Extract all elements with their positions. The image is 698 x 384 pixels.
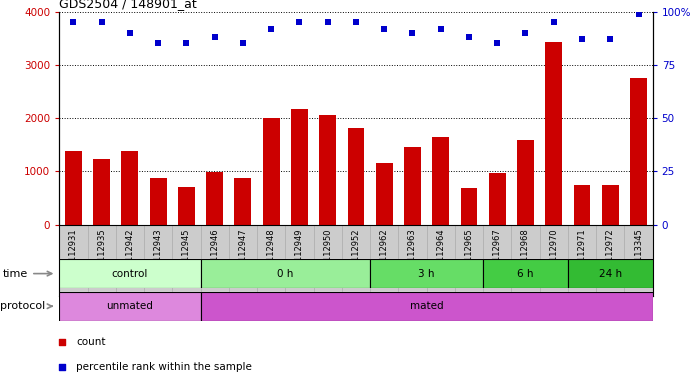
Text: GSM112950: GSM112950 bbox=[323, 228, 332, 279]
Bar bbox=[94, 159, 110, 225]
Text: GSM112931: GSM112931 bbox=[69, 228, 78, 279]
Point bbox=[153, 40, 164, 46]
Point bbox=[604, 36, 616, 42]
Text: GSM112942: GSM112942 bbox=[126, 228, 135, 279]
Point bbox=[322, 19, 334, 25]
Text: control: control bbox=[112, 268, 148, 279]
Bar bbox=[65, 151, 82, 225]
Bar bbox=[574, 185, 591, 225]
Point bbox=[435, 25, 446, 31]
Text: GDS2504 / 148901_at: GDS2504 / 148901_at bbox=[59, 0, 197, 10]
Bar bbox=[348, 127, 364, 225]
Text: GSM112948: GSM112948 bbox=[267, 228, 276, 279]
Bar bbox=[121, 151, 138, 225]
Point bbox=[378, 25, 389, 31]
Text: count: count bbox=[76, 337, 105, 347]
Bar bbox=[545, 42, 562, 225]
Point bbox=[209, 34, 221, 40]
Bar bbox=[370, 259, 483, 288]
Point bbox=[181, 40, 192, 46]
Point bbox=[520, 30, 531, 36]
Bar bbox=[200, 259, 370, 288]
Text: GSM112963: GSM112963 bbox=[408, 228, 417, 279]
Point bbox=[463, 34, 475, 40]
Bar bbox=[517, 141, 534, 225]
Point bbox=[633, 11, 644, 17]
Point bbox=[124, 30, 135, 36]
Text: GSM112943: GSM112943 bbox=[154, 228, 163, 279]
Text: 6 h: 6 h bbox=[517, 268, 534, 279]
Bar bbox=[432, 137, 450, 225]
Text: GSM112967: GSM112967 bbox=[493, 228, 502, 279]
Bar bbox=[200, 292, 653, 321]
Text: mated: mated bbox=[410, 301, 443, 311]
Text: GSM112971: GSM112971 bbox=[577, 228, 586, 279]
Text: protocol: protocol bbox=[0, 301, 52, 311]
Point bbox=[407, 30, 418, 36]
Point bbox=[350, 19, 362, 25]
Text: GSM112970: GSM112970 bbox=[549, 228, 558, 279]
Text: GSM112968: GSM112968 bbox=[521, 228, 530, 279]
Point bbox=[266, 25, 277, 31]
Point bbox=[548, 19, 559, 25]
Bar bbox=[59, 259, 200, 288]
Text: GSM112962: GSM112962 bbox=[380, 228, 389, 279]
Text: 0 h: 0 h bbox=[277, 268, 294, 279]
Bar bbox=[630, 78, 647, 225]
Text: GSM112952: GSM112952 bbox=[352, 228, 360, 279]
Text: percentile rank within the sample: percentile rank within the sample bbox=[76, 362, 252, 372]
Point bbox=[294, 19, 305, 25]
Bar bbox=[59, 292, 200, 321]
Text: GSM112935: GSM112935 bbox=[97, 228, 106, 279]
Point bbox=[378, 266, 389, 273]
Text: GSM112972: GSM112972 bbox=[606, 228, 615, 279]
Bar bbox=[461, 188, 477, 225]
Point bbox=[237, 40, 248, 46]
Bar bbox=[568, 259, 653, 288]
Bar bbox=[150, 178, 167, 225]
Text: GSM112946: GSM112946 bbox=[210, 228, 219, 279]
Bar bbox=[376, 163, 393, 225]
Point bbox=[491, 40, 503, 46]
Text: GSM112965: GSM112965 bbox=[464, 228, 473, 279]
Text: 3 h: 3 h bbox=[418, 268, 435, 279]
Text: GSM112949: GSM112949 bbox=[295, 228, 304, 279]
Text: unmated: unmated bbox=[107, 301, 154, 311]
Bar bbox=[602, 185, 618, 225]
Bar bbox=[489, 174, 506, 225]
Text: 24 h: 24 h bbox=[599, 268, 622, 279]
Text: time: time bbox=[3, 268, 52, 279]
Bar bbox=[483, 259, 568, 288]
Bar bbox=[404, 147, 421, 225]
Text: GSM112945: GSM112945 bbox=[182, 228, 191, 279]
Bar bbox=[291, 109, 308, 225]
Text: GSM112964: GSM112964 bbox=[436, 228, 445, 279]
Point bbox=[68, 19, 79, 25]
Text: GSM113345: GSM113345 bbox=[634, 228, 643, 279]
Bar bbox=[206, 172, 223, 225]
Text: GSM112947: GSM112947 bbox=[239, 228, 248, 279]
Bar bbox=[235, 178, 251, 225]
Point bbox=[577, 36, 588, 42]
Bar bbox=[178, 187, 195, 225]
Point bbox=[378, 36, 389, 42]
Point bbox=[96, 19, 107, 25]
Bar bbox=[319, 116, 336, 225]
Bar bbox=[262, 118, 280, 225]
